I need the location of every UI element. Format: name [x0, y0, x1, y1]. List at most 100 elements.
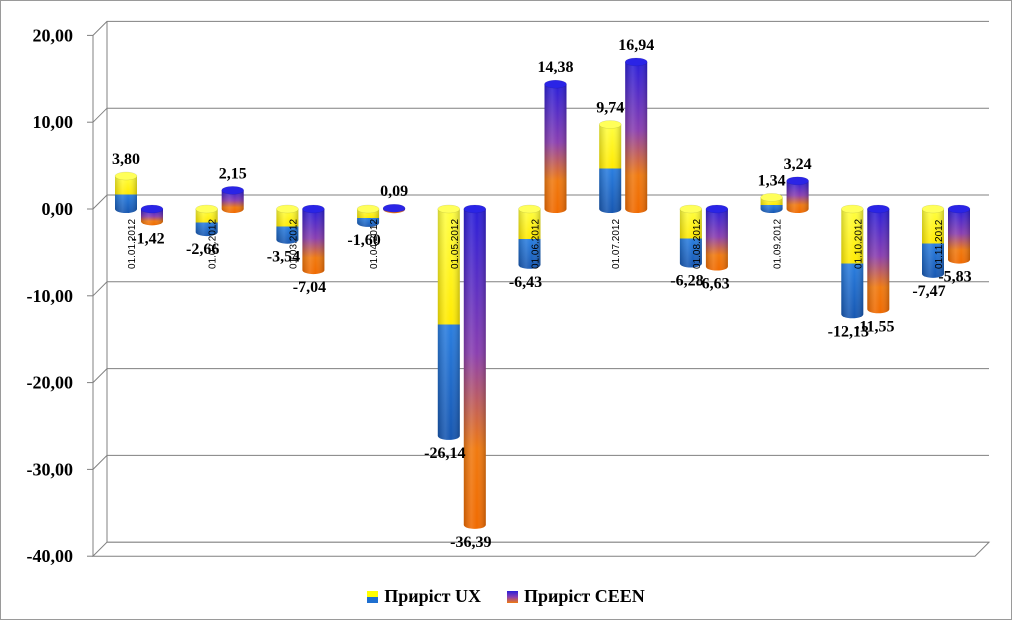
- bar-ux: [195, 204, 218, 237]
- bar-ceen: [786, 176, 809, 213]
- bar-ceen: [302, 204, 325, 275]
- bar-shade: [841, 209, 864, 319]
- bar-shade: [786, 180, 809, 213]
- gridline: [92, 454, 989, 470]
- x-category-label: 01.05.2012: [450, 219, 461, 269]
- bar-shade: [357, 209, 380, 227]
- data-label-ceen: -1,42: [131, 230, 164, 247]
- bar-ux: [356, 204, 380, 227]
- x-category-label: 01.07.2012: [611, 219, 622, 269]
- bar-ceen: [544, 79, 567, 213]
- bar-cap: [867, 204, 890, 214]
- legend-label-ux: Приріст UX: [384, 586, 481, 606]
- bar-cap: [544, 79, 567, 89]
- data-label-ux: -26,14: [424, 445, 465, 462]
- bar-cap: [705, 204, 729, 214]
- bar-cap: [947, 204, 971, 214]
- data-label-ux: -1,60: [347, 232, 380, 249]
- y-tick-label: 20,00: [33, 25, 74, 45]
- gridline: [92, 368, 989, 383]
- bar-ceen: [705, 204, 729, 271]
- bar-ux: [841, 204, 864, 319]
- x-category-label: 01.03.2012: [288, 219, 299, 269]
- chart-floor: [91, 541, 991, 557]
- data-labels: 3,80 -1,42 -2,66 2,15 -3,54 -7,04 -1,60 0,09 -26…: [112, 37, 972, 551]
- bar-ux: [276, 204, 299, 244]
- bar-shade: [141, 209, 163, 226]
- bar-shade: [463, 209, 486, 529]
- bar-shade: [760, 197, 783, 213]
- data-label-ceen: 16,94: [618, 37, 654, 54]
- data-label-ux: -3,54: [267, 249, 300, 266]
- bar-shade: [518, 209, 541, 269]
- bar-ux: [598, 120, 622, 213]
- bars: [114, 57, 971, 529]
- legend: Приріст UX Приріст CEEN: [0, 586, 1012, 607]
- bar-ux: [437, 204, 461, 440]
- data-label-ceen: 2,15: [219, 165, 247, 182]
- data-label-ux: -7,47: [912, 283, 945, 300]
- legend-label-ceen: Приріст CEEN: [523, 586, 645, 606]
- x-category-label: 01.04.2012: [369, 219, 380, 269]
- bar-ux: [921, 204, 945, 278]
- bar-cap: [302, 204, 325, 214]
- grid-layer: [87, 20, 991, 557]
- gridline: [92, 107, 989, 123]
- data-label-ceen: 14,38: [538, 59, 574, 76]
- y-tick-label: 10,00: [33, 112, 74, 132]
- x-axis-categories: 01.01.2012 01.02.2012 01.03.2012 01.04.2012…: [127, 219, 945, 269]
- bar-shade: [922, 209, 944, 278]
- data-label-ceen: -6,63: [696, 276, 729, 293]
- bar-cap: [786, 176, 809, 186]
- y-tick-label: 0,00: [42, 199, 74, 219]
- data-label-ceen: 3,24: [784, 156, 812, 173]
- y-tick-label: -40,00: [27, 546, 74, 566]
- bar-cap: [598, 120, 622, 129]
- bar-ceen: [624, 57, 648, 213]
- gridline: [92, 281, 989, 297]
- bar-ceen: [140, 204, 164, 226]
- data-label-ceen: -7,04: [293, 279, 326, 296]
- bar-cap: [356, 204, 380, 214]
- bar-shade: [437, 209, 460, 440]
- bar-ceen: [221, 186, 244, 213]
- bar-shade: [195, 209, 218, 237]
- bar-shade: [302, 209, 325, 275]
- legend-item-ux: Приріст UX: [367, 586, 481, 607]
- bar-shade: [221, 190, 244, 213]
- y-axis: 20,00 10,00 0,00 -10,00 -20,00 -30,00 -40,00: [27, 25, 74, 566]
- bar-shade: [705, 209, 728, 271]
- x-category-label: 01.01.2012: [127, 219, 138, 269]
- bar-cap: [841, 204, 864, 214]
- bar-shade: [867, 209, 890, 314]
- bar-cap: [382, 203, 406, 213]
- bar-ceen: [463, 204, 487, 529]
- bar-shade: [276, 209, 299, 244]
- bar-cap: [276, 204, 299, 214]
- legend-swatch-ceen: [506, 590, 518, 603]
- bar-ceen: [382, 203, 406, 214]
- bar-cap: [221, 186, 244, 195]
- bar-chart: 20,00 10,00 0,00 -10,00 -20,00 -30,00 -40,00 0…: [27, 20, 991, 566]
- x-category-label: 01.02.2012: [208, 219, 219, 269]
- gridline: [92, 20, 989, 36]
- bar-ux: [760, 193, 783, 213]
- data-label-ux: -2,66: [186, 241, 219, 258]
- data-label-ux: -6,43: [509, 274, 542, 291]
- data-label-ux: 1,34: [758, 172, 786, 189]
- legend-item-ceen: Приріст CEEN: [506, 586, 645, 607]
- data-label-ux: 9,74: [596, 99, 624, 116]
- data-label-ceen: -36,39: [450, 534, 491, 551]
- bar-shade: [679, 209, 702, 268]
- data-label-ceen: -11,55: [854, 318, 894, 335]
- legend-swatch-ux: [367, 590, 379, 603]
- x-category-label: 01.09.2012: [773, 219, 784, 269]
- bar-cap: [760, 193, 783, 202]
- bar-cap: [114, 171, 138, 181]
- data-label-ux: 3,80: [112, 151, 140, 168]
- bar-cap: [679, 204, 703, 214]
- bar-cap: [437, 204, 461, 214]
- y-tick-label: -30,00: [27, 459, 74, 479]
- bar-cap: [195, 204, 218, 214]
